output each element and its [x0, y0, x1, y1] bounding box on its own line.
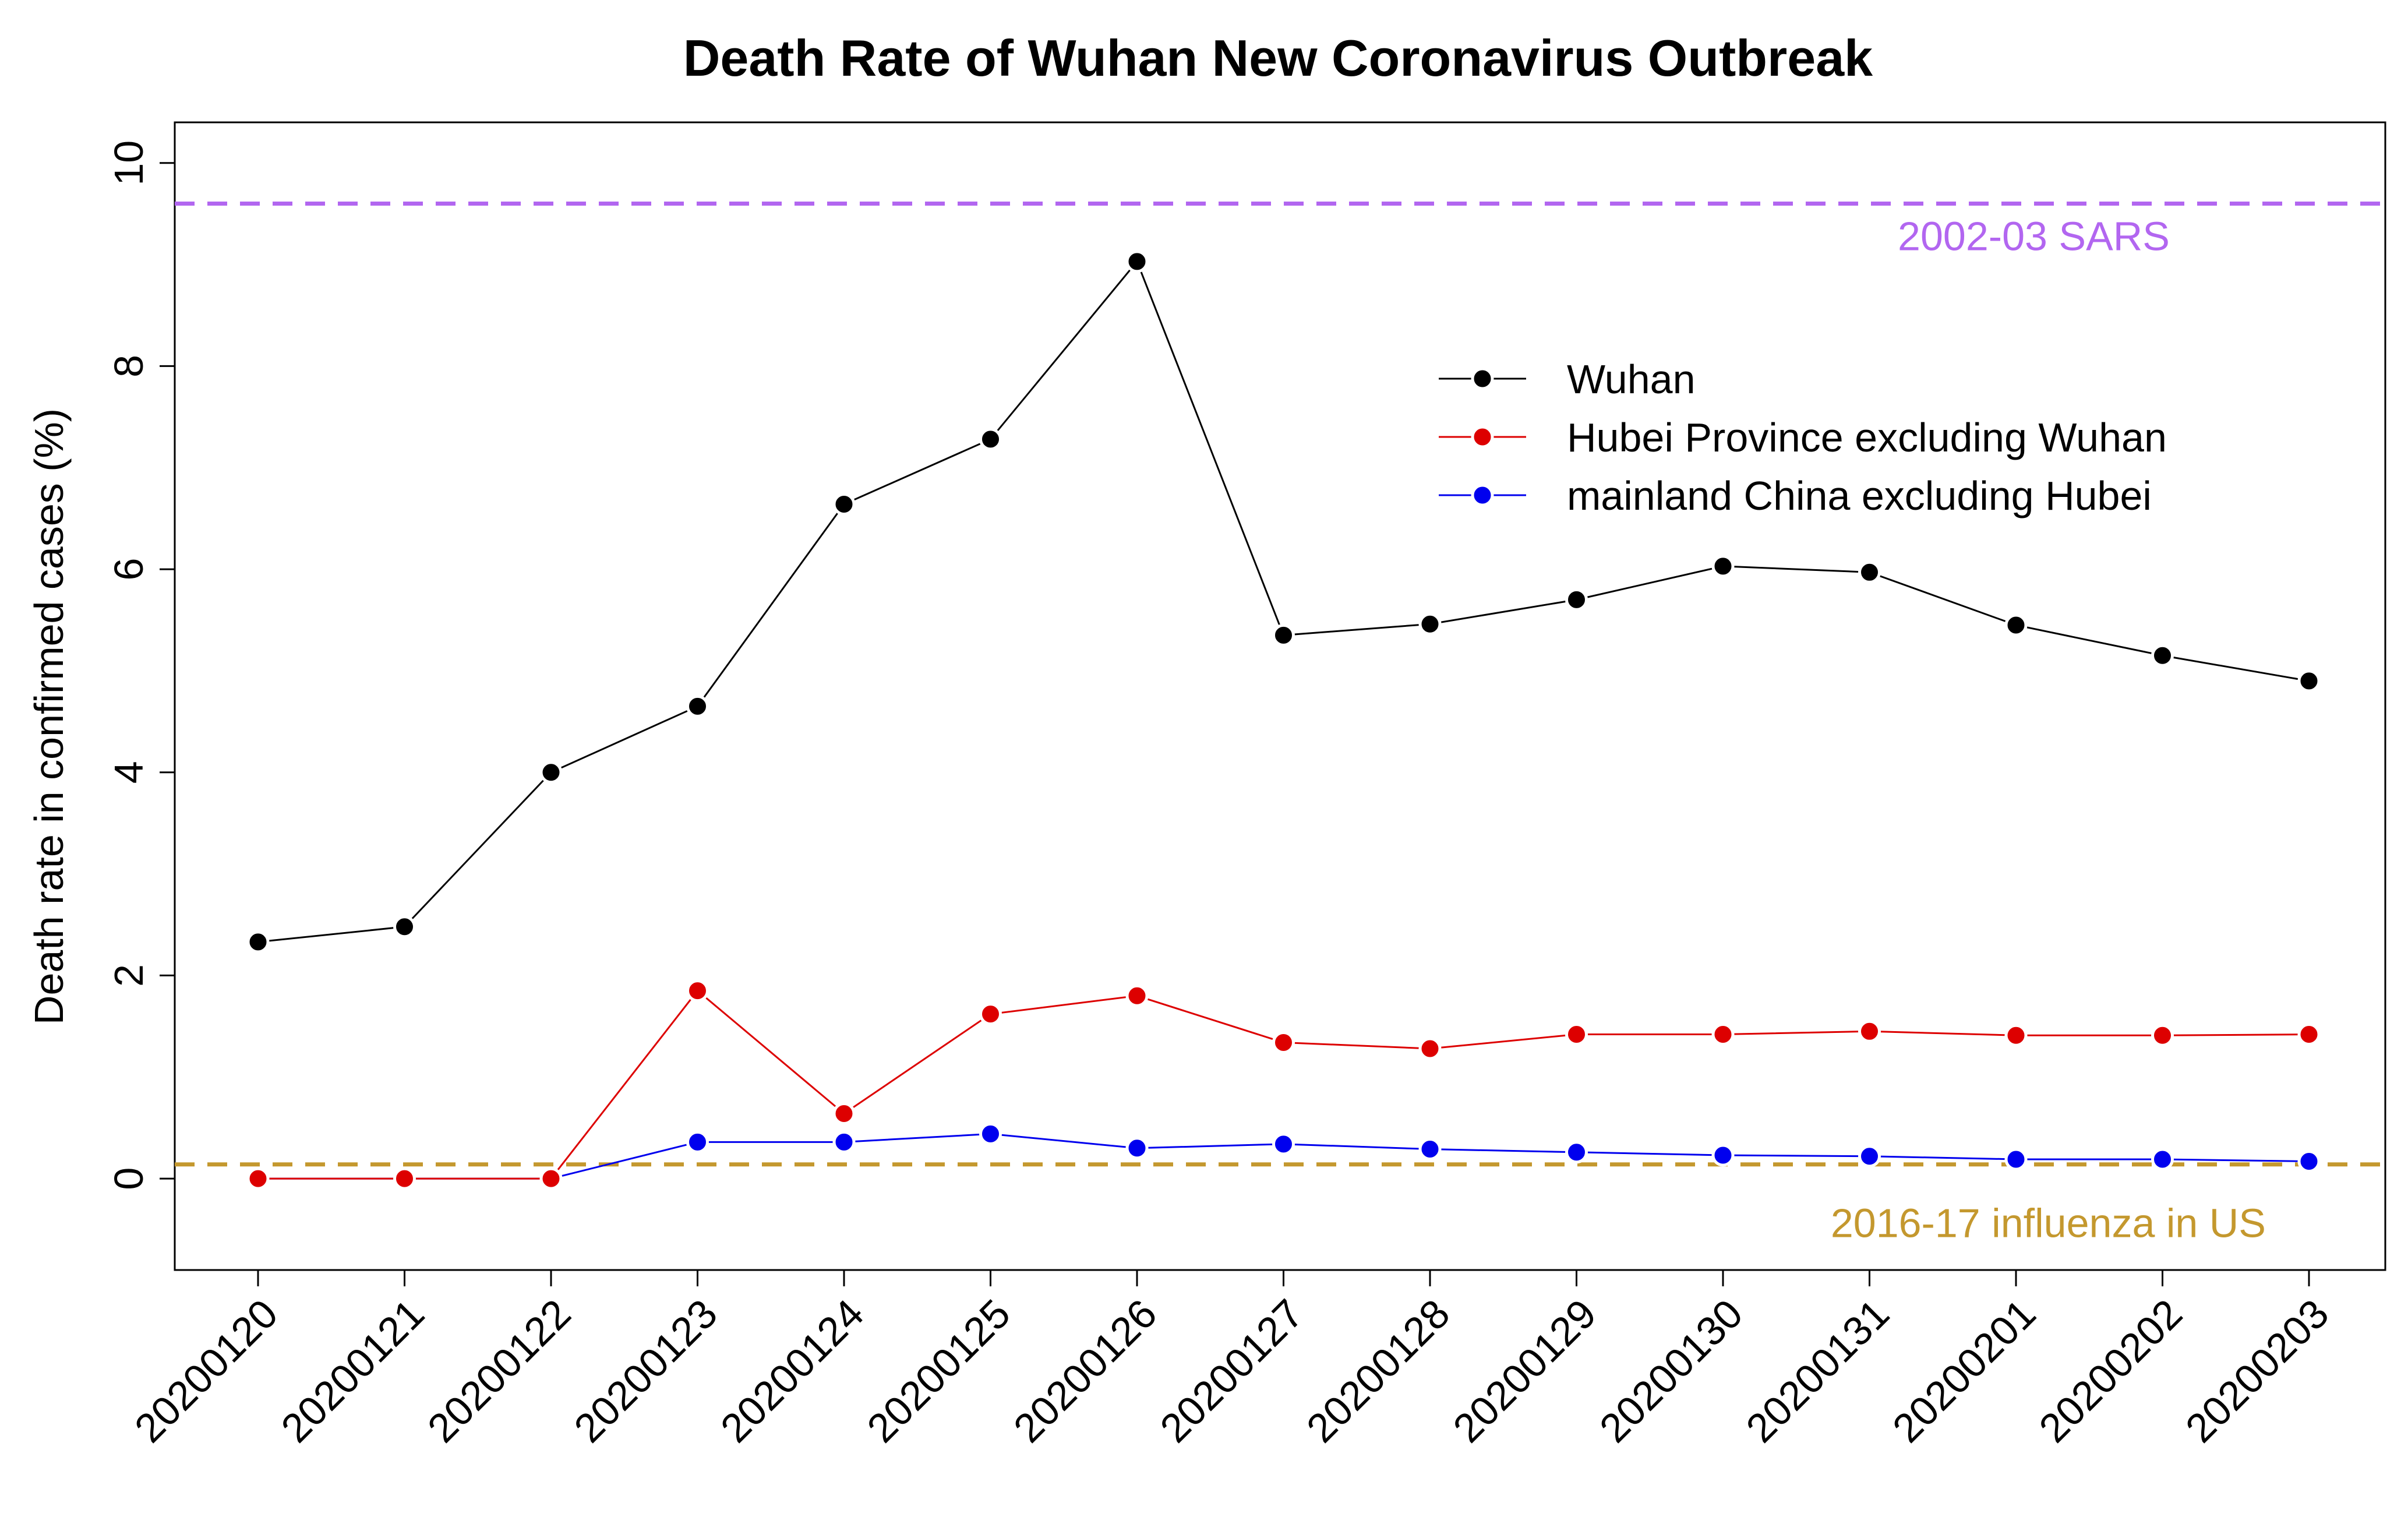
- data-point: [2297, 1023, 2321, 1046]
- data-point: [1711, 1144, 1735, 1167]
- x-tick-label: 20200130: [1591, 1290, 1751, 1451]
- data-point: [1711, 555, 1735, 578]
- chart-title: Death Rate of Wuhan New Coronavirus Outb…: [683, 29, 1873, 87]
- data-point: [1858, 1145, 1881, 1168]
- series: [246, 979, 2321, 1190]
- data-point: [1272, 623, 1295, 647]
- y-tick-label: 0: [106, 1167, 151, 1190]
- data-point: [979, 1003, 1002, 1026]
- data-point: [832, 1130, 856, 1153]
- y-tick-label: 10: [106, 140, 151, 186]
- data-point: [2297, 669, 2321, 693]
- data-point: [832, 493, 856, 516]
- y-tick-label: 4: [106, 761, 151, 784]
- data-point: [1125, 1137, 1149, 1160]
- data-point: [2297, 1149, 2321, 1173]
- legend-label: Hubei Province excluding Wuhan: [1567, 415, 2167, 460]
- x-tick-label: 20200120: [126, 1290, 286, 1451]
- data-point: [686, 1130, 709, 1153]
- legend-marker: [1471, 484, 1494, 507]
- data-point: [246, 930, 270, 954]
- series: [246, 250, 2321, 954]
- series-layer: [246, 250, 2321, 1190]
- data-point: [1565, 1023, 1588, 1046]
- x-tick-label: 20200201: [1884, 1290, 2044, 1451]
- data-point: [686, 694, 709, 718]
- data-point: [1125, 984, 1149, 1007]
- x-tick-label: 20200128: [1298, 1290, 1458, 1451]
- y-tick-label: 8: [106, 355, 151, 378]
- legend-marker: [1471, 367, 1494, 390]
- data-point: [2004, 613, 2028, 637]
- x-tick-label: 20200121: [273, 1290, 433, 1451]
- data-point: [1858, 560, 1881, 584]
- legend-marker: [1471, 425, 1494, 449]
- data-point: [2151, 1024, 2174, 1047]
- data-point: [1418, 612, 1442, 636]
- x-tick-label: 20200124: [712, 1290, 872, 1451]
- y-tick-label: 6: [106, 558, 151, 581]
- reference-lines: 2002-03 SARS 2016-17 influenza in US: [175, 201, 2385, 1246]
- data-point: [2004, 1024, 2028, 1047]
- x-tick-label: 20200123: [566, 1290, 726, 1451]
- x-tick-label: 20200127: [1152, 1290, 1312, 1451]
- legend: Wuhan Hubei Province excluding Wuhan mainl…: [1439, 357, 2167, 518]
- data-point: [1272, 1133, 1295, 1156]
- data-point: [1125, 250, 1149, 273]
- data-point: [2004, 1148, 2028, 1171]
- data-point: [1858, 1020, 1881, 1043]
- data-point: [1272, 1031, 1295, 1054]
- data-point: [1711, 1023, 1735, 1046]
- data-point: [539, 761, 563, 784]
- data-point: [393, 1167, 416, 1190]
- reference-line-label: 2016-17 influenza in US: [1831, 1201, 2266, 1246]
- x-tick-label: 20200131: [1738, 1290, 1898, 1451]
- data-point: [1565, 1141, 1588, 1164]
- data-point: [832, 1102, 856, 1126]
- x-tick-label: 20200126: [1005, 1290, 1165, 1451]
- data-point: [539, 1167, 563, 1190]
- y-axis-label: Death rate in confirmed cases (%): [26, 408, 72, 1025]
- x-tick-label: 20200125: [859, 1290, 1019, 1451]
- reference-line-label: 2002-03 SARS: [1898, 213, 2170, 259]
- plot-frame: [174, 121, 2386, 1271]
- x-tick-label: 20200202: [2031, 1290, 2191, 1451]
- series-line: [257, 259, 2310, 943]
- data-point: [1565, 588, 1588, 611]
- data-point: [1418, 1037, 1442, 1060]
- data-point: [2151, 644, 2174, 667]
- y-axis: 0 2 4 6 8 10: [106, 140, 175, 1190]
- x-tick-label: 20200122: [419, 1290, 579, 1451]
- data-point: [686, 979, 709, 1003]
- data-point: [979, 428, 1002, 451]
- data-point: [1418, 1138, 1442, 1161]
- legend-label: mainland China excluding Hubei: [1567, 473, 2152, 518]
- x-axis: 2020012020200121202001222020012320200124…: [126, 1270, 2338, 1451]
- data-point: [393, 915, 416, 939]
- x-tick-label: 20200129: [1445, 1290, 1605, 1451]
- legend-label: Wuhan: [1567, 357, 1696, 402]
- data-point: [2151, 1148, 2174, 1171]
- data-point: [246, 1167, 270, 1190]
- data-point: [979, 1122, 1002, 1145]
- y-tick-label: 2: [106, 964, 151, 987]
- x-tick-label: 20200203: [2177, 1290, 2337, 1451]
